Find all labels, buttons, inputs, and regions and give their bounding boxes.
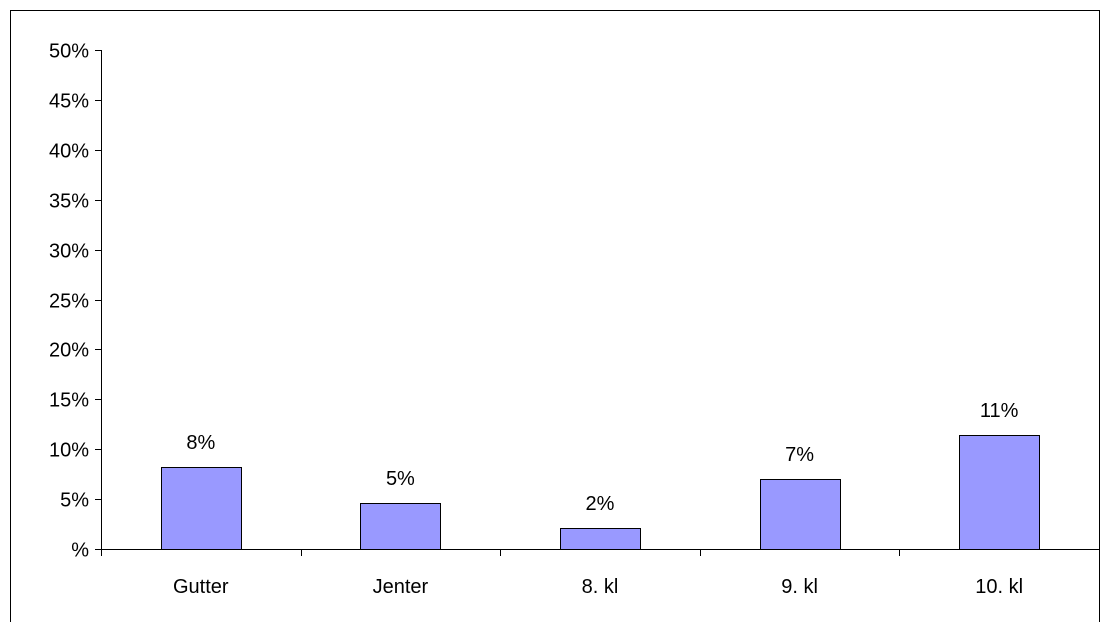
x-tick-label: Gutter: [173, 576, 229, 598]
x-tick-label: 8. kl: [582, 576, 619, 598]
x-tick-label: 9. kl: [781, 576, 818, 598]
bar-series: [161, 435, 1040, 550]
y-tick-label: 10%: [49, 440, 89, 462]
y-tick-label: 5%: [60, 490, 89, 512]
x-tick-label: Jenter: [373, 576, 429, 598]
y-tick-label: %: [71, 540, 89, 562]
data-label: 11%: [980, 400, 1019, 422]
y-tick-label: 50%: [49, 41, 89, 63]
bar: [560, 528, 641, 550]
y-tick-label: 45%: [49, 91, 89, 113]
bar: [959, 435, 1040, 550]
y-tick-label: 40%: [49, 141, 89, 163]
data-label: 2%: [586, 493, 615, 515]
data-label: 5%: [386, 468, 415, 490]
y-tick-label: 30%: [49, 241, 89, 263]
data-label: 8%: [186, 432, 215, 454]
bar: [760, 479, 841, 550]
data-labels: 8% 5% 2% 7% 11%: [186, 400, 1018, 515]
bar: [161, 467, 242, 550]
y-axis: % 5% 10% 15% 20% 25% 30% 35% 40% 45% 50%: [49, 41, 102, 562]
y-tick-label: 20%: [49, 340, 89, 362]
chart-frame-border: [10, 10, 1100, 622]
x-tick-label: 10. kl: [975, 576, 1023, 598]
y-tick-label: 35%: [49, 191, 89, 213]
y-tick-label: 15%: [49, 390, 89, 412]
y-tick-label: 25%: [49, 291, 89, 313]
data-label: 7%: [785, 444, 814, 466]
x-axis: Gutter Jenter 8. kl 9. kl 10. kl: [101, 549, 1100, 598]
bar: [360, 503, 441, 550]
